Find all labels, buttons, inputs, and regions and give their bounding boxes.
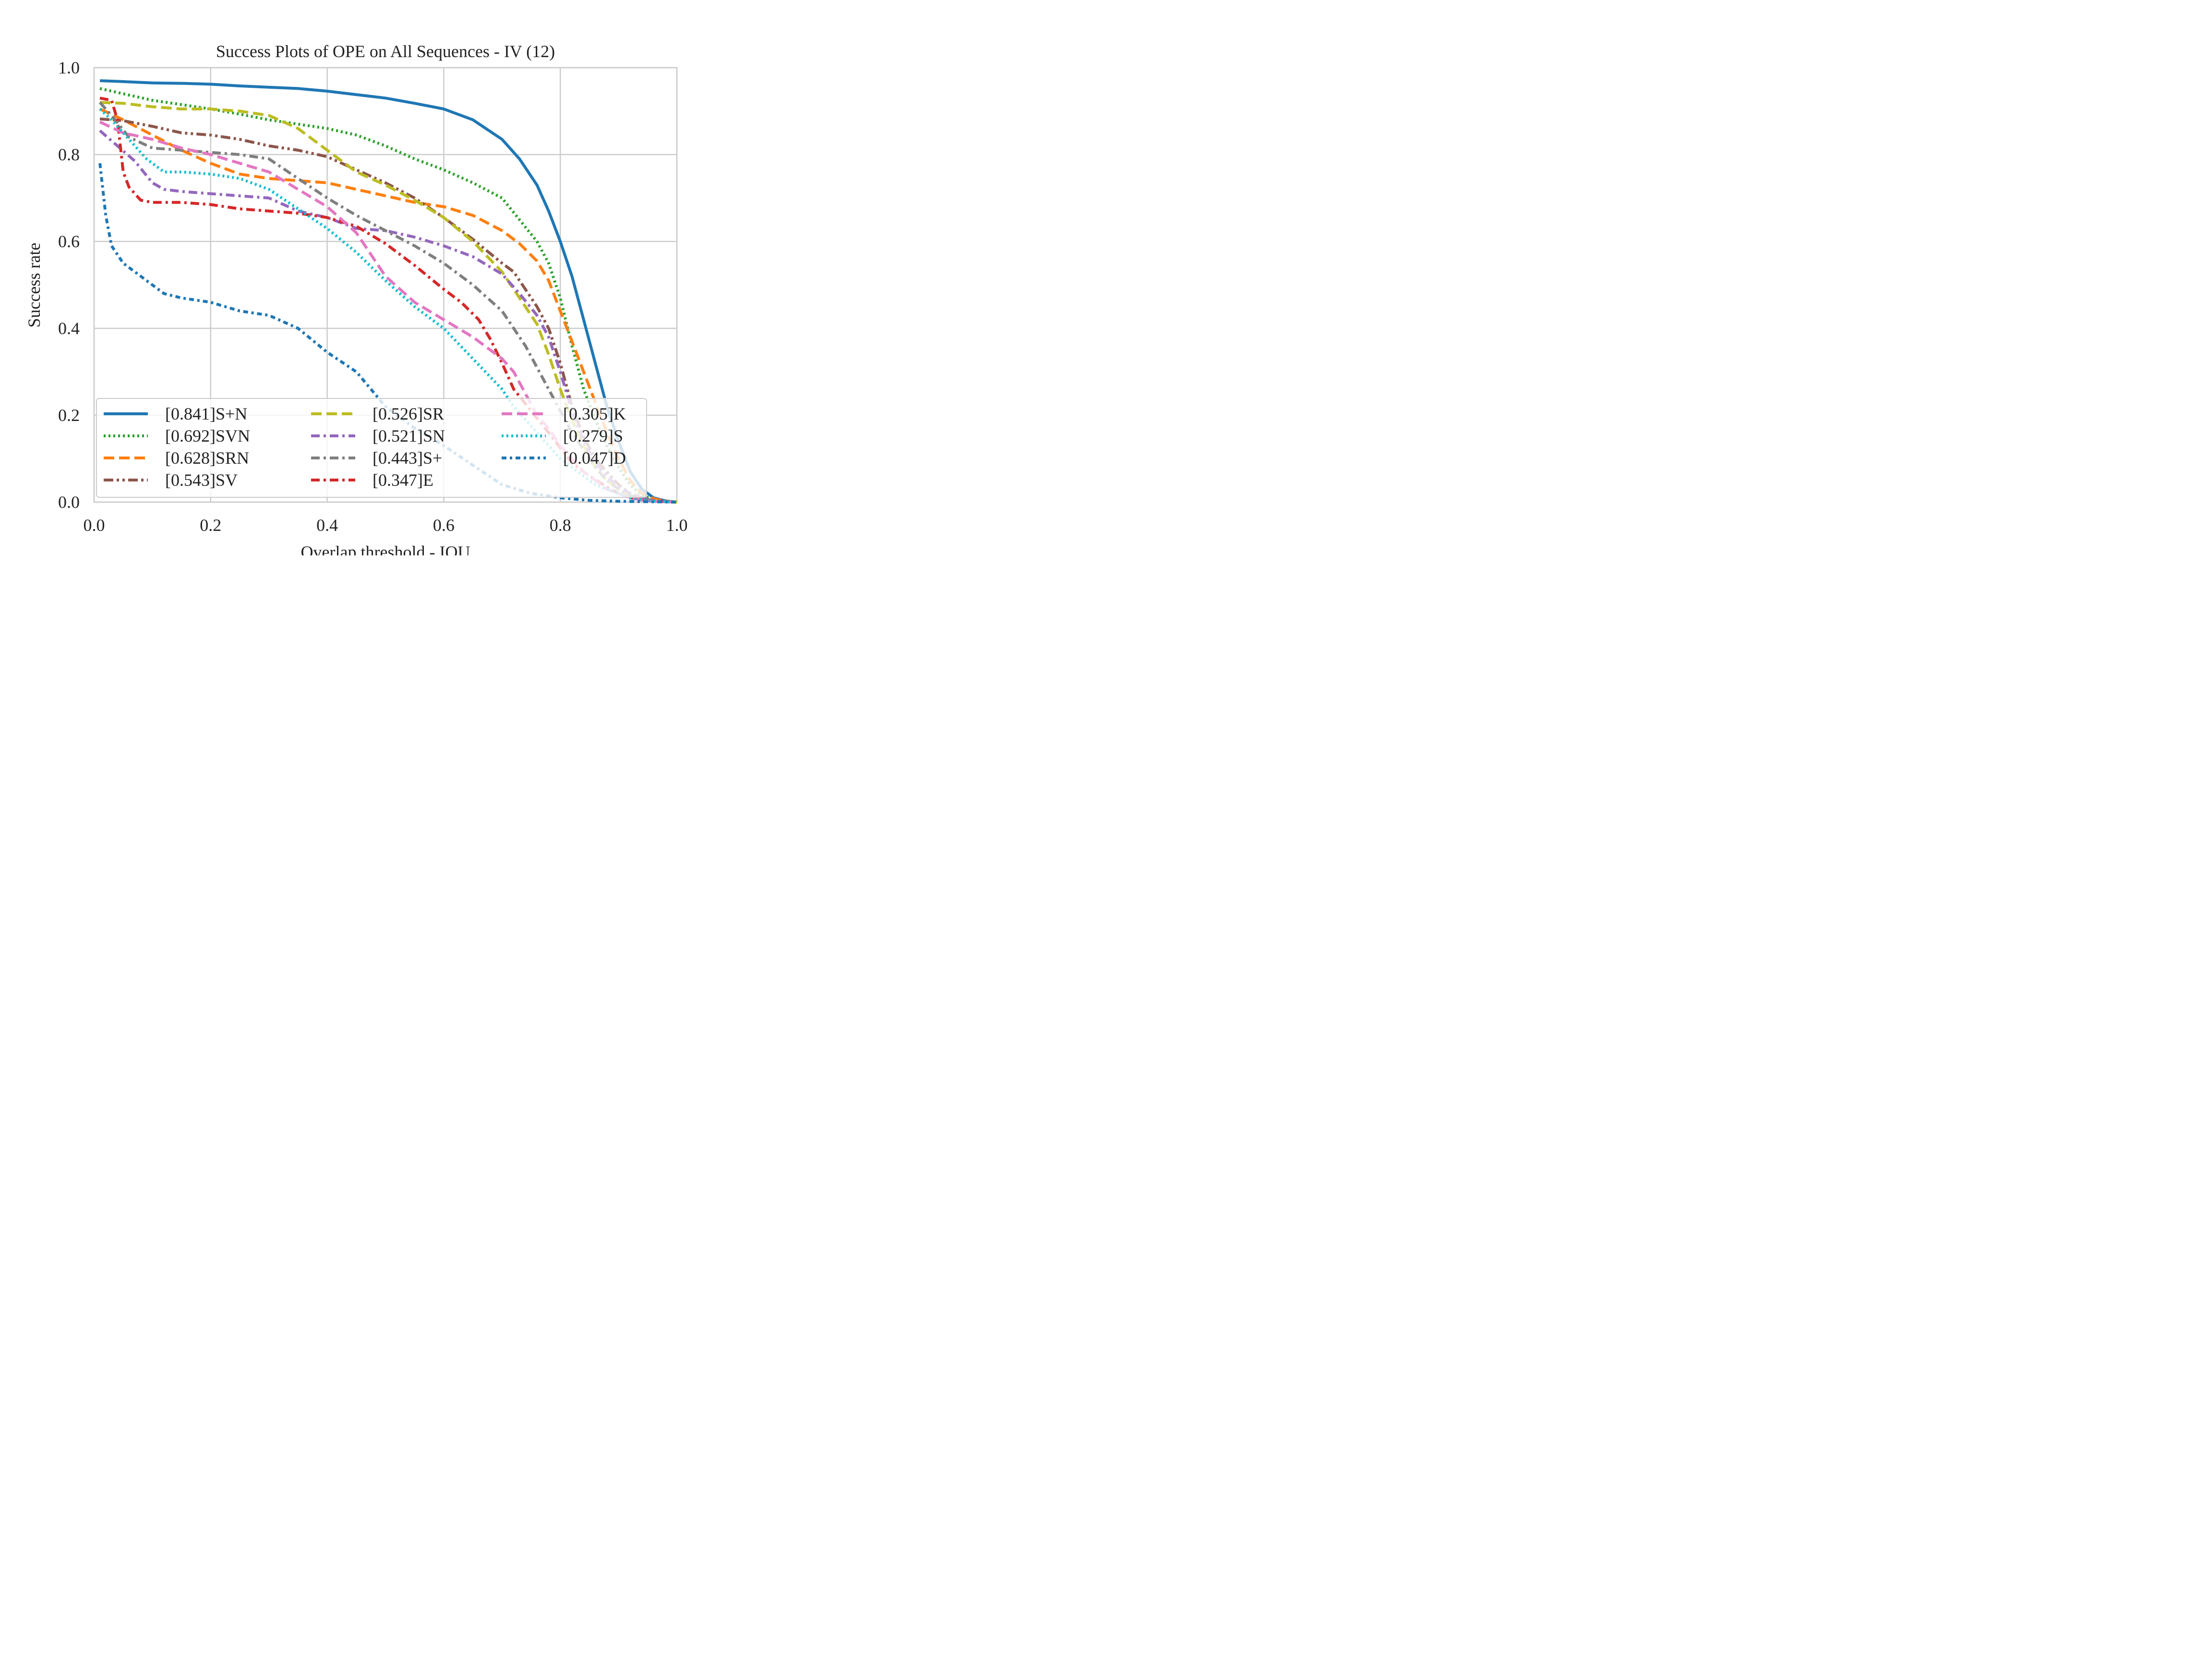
legend-entry-10: [0.047]D [563,448,626,468]
x-tick-label: 0.6 [433,516,455,535]
legend: [0.841]S+N [0.692]SVN [0.628]SRN[0.543]SV [… [96,398,647,498]
y-tick-label: 0.6 [58,232,80,251]
y-axis-label: Success rate [24,243,44,328]
x-tick-label: 0.8 [550,516,571,535]
success-plot-chart: Success Plots of OPE on All Sequences - … [24,42,688,555]
legend-entry-9: [0.279]S [563,426,623,445]
plot-frame [93,67,678,503]
x-axis-label: Overlap threshold - IOU [301,542,470,555]
chart-title: Success Plots of OPE on All Sequences - … [216,42,555,61]
y-tick-label: 0.2 [58,406,80,425]
x-tick-label: 0.4 [316,516,338,535]
legend-entry-1: [0.692]SVN [165,426,250,445]
legend-entry-8: [0.305]K [563,404,626,423]
axis-ticks: 0.0 0.2 0.4 0.6 0.8 1.0 0.0 0.2 0.4 0.6 0.8 1.0 [58,58,688,535]
legend-entry-7: [0.347]E [373,470,433,490]
legend-entry-0: [0.841]S+N [165,404,247,423]
x-tick-label: 1.0 [666,516,688,535]
y-tick-label: 0.8 [58,145,80,164]
series-line-4 [99,101,677,504]
legend-entry-3: [0.543]SV [165,470,238,490]
series-line-6 [98,101,677,504]
y-tick-label: 0.4 [58,319,80,338]
legend-entry-6: [0.443]S+ [373,448,442,468]
y-tick-label: 0.0 [58,493,80,512]
x-tick-label: 0.2 [200,516,221,535]
legend-entry-2: [0.628]SRN [165,448,249,468]
legend-entry-5: [0.521]SN [373,426,445,445]
legend-box [96,398,647,498]
x-tick-label: 0.0 [84,516,105,535]
legend-entry-4: [0.526]SR [373,404,444,423]
y-tick-label: 1.0 [58,58,80,77]
